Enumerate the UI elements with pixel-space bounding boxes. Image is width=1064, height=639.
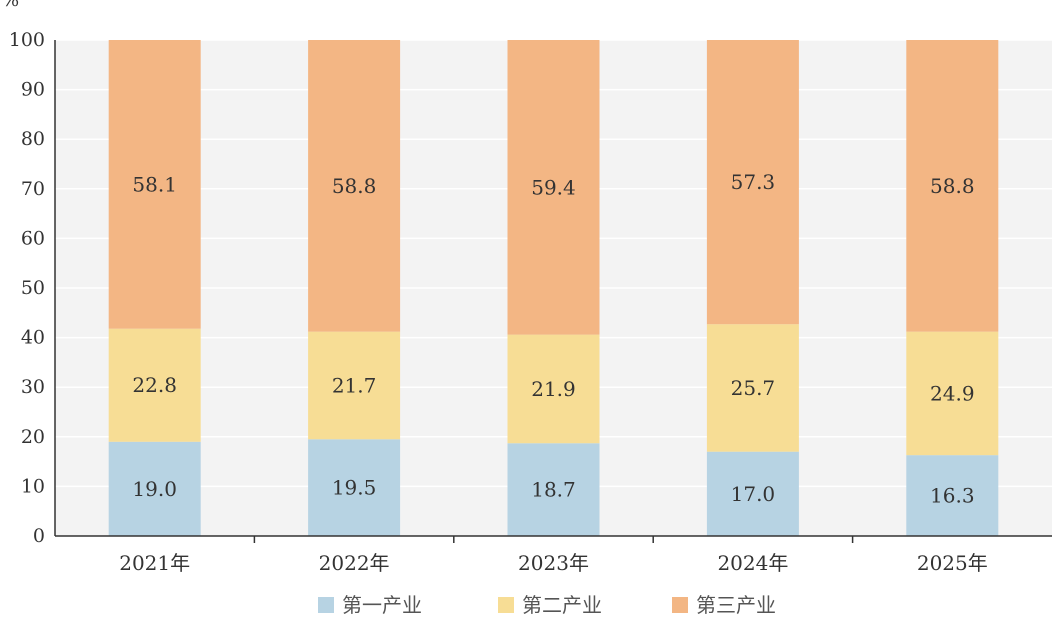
bar-segment bbox=[308, 439, 401, 536]
data-label: 16.3 bbox=[930, 484, 975, 508]
data-label: 21.7 bbox=[332, 373, 377, 397]
y-tick-label: 60 bbox=[21, 227, 45, 249]
bars: 19.0 22.8 58.1 19.5 21.7 58.8 18.7 21.9 59.4 17.0… bbox=[108, 40, 999, 536]
bar-segment bbox=[108, 441, 201, 536]
data-label: 58.8 bbox=[930, 174, 975, 198]
legend-swatch bbox=[498, 597, 514, 613]
data-label: 59.4 bbox=[531, 175, 576, 199]
data-label: 17.0 bbox=[731, 482, 776, 506]
y-tick-label: 50 bbox=[21, 277, 45, 299]
legend: 第一产业 第二产业 第三产业 bbox=[318, 593, 776, 617]
bar-segment bbox=[906, 331, 999, 456]
y-tick-label: 0 bbox=[33, 525, 45, 547]
data-label: 19.0 bbox=[132, 477, 177, 501]
bar-segment bbox=[507, 443, 600, 536]
y-unit-label: % bbox=[2, 0, 19, 11]
data-label: 19.5 bbox=[332, 476, 377, 500]
x-tick-label: 2023年 bbox=[518, 551, 589, 575]
bar-segment bbox=[308, 40, 401, 332]
data-label: 57.3 bbox=[731, 170, 776, 194]
data-label: 22.8 bbox=[132, 373, 177, 397]
y-tick-label: 80 bbox=[21, 128, 45, 150]
bar-segment bbox=[706, 324, 799, 452]
data-label: 25.7 bbox=[731, 376, 776, 400]
legend-label: 第二产业 bbox=[522, 593, 602, 617]
data-label: 58.8 bbox=[332, 174, 377, 198]
bar-segment bbox=[108, 328, 201, 442]
x-tick-label: 2025年 bbox=[917, 551, 988, 575]
y-tick-label: 10 bbox=[21, 475, 45, 497]
bar-segment bbox=[906, 40, 999, 332]
data-label: 58.1 bbox=[132, 172, 177, 196]
bar-segment bbox=[507, 40, 600, 335]
axes: 0 10 20 30 40 50 60 70 80 90 100 2021年 2022年 2023年 202… bbox=[9, 29, 1052, 575]
data-label: 21.9 bbox=[531, 377, 576, 401]
data-label: 24.9 bbox=[930, 381, 975, 405]
x-tick-label: 2021年 bbox=[119, 551, 190, 575]
bar-segment bbox=[108, 40, 201, 329]
x-tick-label: 2024年 bbox=[717, 551, 788, 575]
legend-swatch bbox=[672, 597, 688, 613]
bar-segment bbox=[308, 331, 401, 440]
y-tick-label: 30 bbox=[21, 376, 45, 398]
y-tick-label: 100 bbox=[9, 29, 45, 51]
y-tick-label: 40 bbox=[21, 327, 45, 349]
y-tick-label: 70 bbox=[21, 178, 45, 200]
data-label: 18.7 bbox=[531, 478, 576, 502]
x-tick-label: 2022年 bbox=[319, 551, 390, 575]
legend-swatch bbox=[318, 597, 334, 613]
bar-segment bbox=[507, 334, 600, 444]
y-tick-label: 20 bbox=[21, 426, 45, 448]
bar-segment bbox=[906, 455, 999, 536]
legend-label: 第一产业 bbox=[342, 593, 422, 617]
bar-segment bbox=[706, 451, 799, 536]
legend-label: 第三产业 bbox=[696, 593, 776, 617]
bar-segment bbox=[706, 40, 799, 325]
y-tick-label: 90 bbox=[21, 79, 45, 101]
